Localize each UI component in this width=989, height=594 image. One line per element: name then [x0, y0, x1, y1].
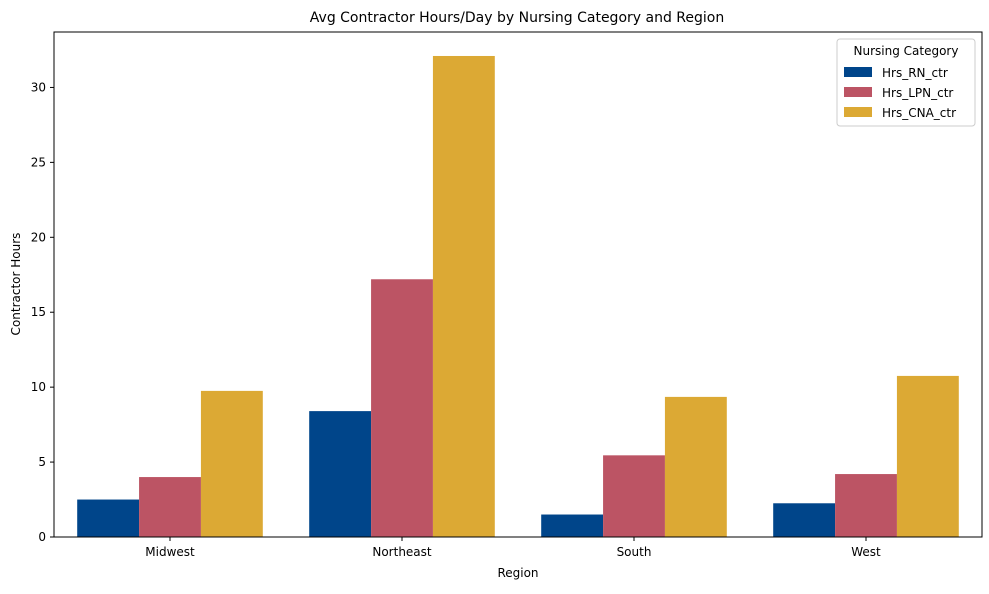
x-tick-label-west: West: [851, 545, 881, 559]
legend-swatch-Hrs_RN_ctr: [844, 67, 872, 77]
bar-Hrs_LPN_ctr-South: [603, 455, 665, 537]
y-tick-label: 30: [31, 80, 46, 94]
legend-swatch-Hrs_CNA_ctr: [844, 107, 872, 117]
bar-Hrs_RN_ctr-West: [773, 503, 836, 537]
y-tick-label: 0: [38, 530, 46, 544]
bar-Hrs_LPN_ctr-Northeast: [371, 279, 433, 537]
x-tick-label-northeast: Northeast: [372, 545, 432, 559]
bar-Hrs_CNA_ctr-Midwest: [200, 390, 263, 537]
bar-Hrs_RN_ctr-Northeast: [309, 411, 372, 537]
x-tick-label-south: South: [617, 545, 652, 559]
bar-Hrs_LPN_ctr-West: [835, 474, 897, 537]
axes-group: 0 5 10 15 20 25 30 Midwest Northeast South West: [31, 31, 983, 559]
y-tick-label: 10: [31, 380, 46, 394]
bars-group: [77, 55, 959, 537]
plot-frame: [53, 31, 983, 538]
x-tick-label-midwest: Midwest: [145, 545, 195, 559]
bar-Hrs_RN_ctr-Midwest: [77, 499, 140, 537]
y-tick-label: 20: [31, 230, 46, 244]
legend-label-Hrs_RN_ctr: Hrs_RN_ctr: [882, 66, 948, 80]
legend: Nursing Category Hrs_RN_ctr Hrs_LPN_ctr Hrs…: [836, 38, 976, 127]
legend-title: Nursing Category: [854, 44, 959, 58]
bar-Hrs_CNA_ctr-West: [896, 375, 959, 537]
chart-title: Avg Contractor Hours/Day by Nursing Cate…: [310, 10, 724, 26]
legend-frame: [836, 38, 976, 127]
y-tick-label: 15: [31, 305, 46, 319]
legend-label-Hrs_LPN_ctr: Hrs_LPN_ctr: [882, 86, 953, 100]
y-axis-label: Contractor Hours: [9, 233, 23, 336]
bar-Hrs_CNA_ctr-South: [664, 396, 727, 537]
bar-Hrs_CNA_ctr-Northeast: [432, 55, 495, 537]
bar-Hrs_RN_ctr-South: [541, 514, 604, 537]
y-tick-label: 5: [38, 455, 46, 469]
legend-label-Hrs_CNA_ctr: Hrs_CNA_ctr: [882, 106, 956, 120]
y-tick-label: 25: [31, 155, 46, 169]
bar-Hrs_LPN_ctr-Midwest: [139, 477, 201, 537]
x-axis-label: Region: [497, 566, 538, 580]
legend-swatch-Hrs_LPN_ctr: [844, 87, 872, 97]
